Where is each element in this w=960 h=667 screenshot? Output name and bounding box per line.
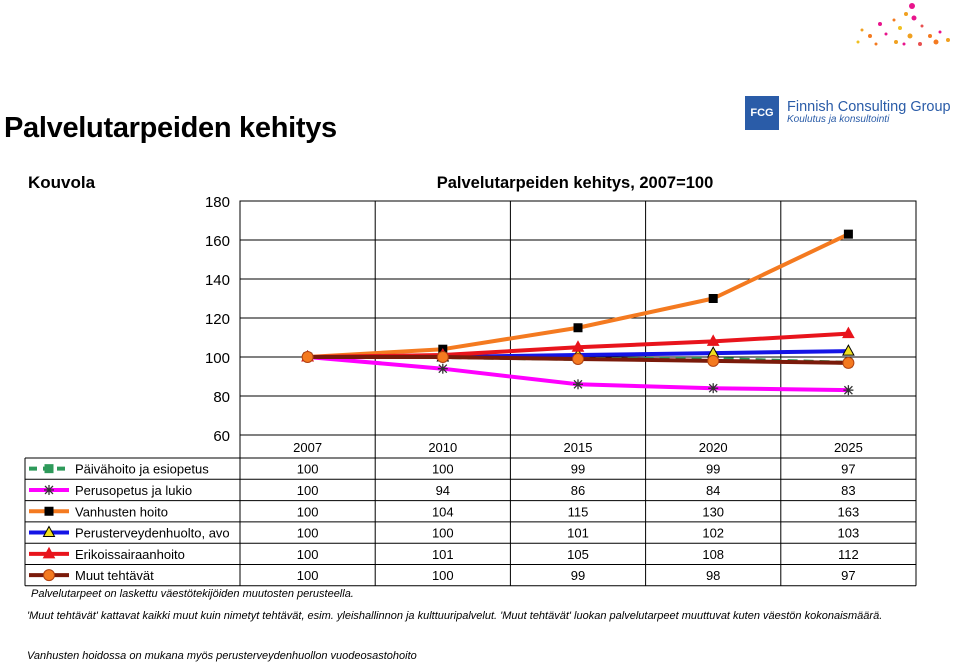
x-tick-label: 2007 [293,440,322,455]
legend-marker [43,569,55,582]
y-tick-label: 160 [205,233,230,250]
data-label: 100 [297,568,319,583]
data-label: 100 [297,462,319,477]
series-point [706,334,720,346]
series-point [573,379,583,390]
series-point [437,363,448,374]
data-label: 108 [702,547,724,562]
y-tick-label: 100 [205,350,230,367]
series-point [843,385,854,396]
data-label: 163 [838,504,860,519]
series-point [708,383,719,394]
series-point [301,351,314,363]
note-other-tasks: 'Muut tehtävät' kattavat kaikki muut kui… [27,610,883,622]
data-label: 105 [567,547,589,562]
series-point [843,229,853,239]
legend-label: Erikoissairaanhoito [75,547,185,562]
data-label: 104 [432,504,454,519]
data-label: 130 [702,504,724,519]
page-title: Palvelutarpeiden kehitys [4,112,337,144]
logo-mark: FCG [745,96,779,130]
x-tick-label: 2015 [564,440,593,455]
legend-label: Vanhusten hoito [75,504,168,519]
fcg-logo: FCG Finnish Consulting Group Koulutus ja… [745,96,951,130]
data-label: 99 [706,462,720,477]
y-tick-label: 60 [213,428,230,445]
x-tick-label: 2010 [428,440,457,455]
chart-title: Palvelutarpeiden kehitys, 2007=100 [437,174,714,192]
data-label: 102 [702,526,724,541]
legend-marker [44,484,54,495]
x-tick-label: 2025 [834,440,863,455]
series-point [842,344,855,356]
data-label: 86 [571,483,585,498]
data-label: 97 [841,462,855,477]
series-point [707,354,720,367]
legend-marker [42,525,56,538]
data-label: 97 [841,568,855,583]
legend-marker [44,506,54,516]
note-calculation: Palvelutarpeet on laskettu väestötekijöi… [31,588,354,600]
series-point [842,356,855,369]
confetti-decoration [856,3,950,46]
data-label: 100 [297,547,319,562]
x-tick-label: 2020 [699,440,728,455]
data-label: 115 [568,504,589,519]
data-label: 100 [432,568,454,583]
series-point [708,294,718,303]
data-label: 98 [706,568,720,583]
data-label: 99 [571,568,585,583]
y-tick-label: 140 [205,272,230,289]
data-label: 94 [436,483,450,498]
data-label: 112 [838,547,859,562]
logo-subtitle: Koulutus ja konsultointi [787,114,890,126]
y-tick-label: 80 [213,389,230,406]
series-point [573,323,583,333]
legend-label: Perusterveydenhuolto, avo [75,526,230,541]
note-elderly-care: Vanhusten hoidossa on mukana myös perust… [27,650,417,662]
legend-label: Perusopetus ja lukio [75,483,192,498]
data-label: 99 [571,462,585,477]
y-tick-label: 120 [205,311,230,328]
region-label: Kouvola [28,173,96,192]
data-label: 101 [567,526,589,541]
data-label: 103 [838,526,860,541]
data-label: 100 [297,504,319,519]
data-label: 100 [297,483,319,498]
legend-label: Päivähoito ja esiopetus [75,462,209,477]
y-tick-label: 180 [205,194,230,211]
data-label: 84 [706,483,720,498]
data-label: 100 [297,526,319,541]
legend-label: Muut tehtävät [75,568,154,583]
series-point [436,351,449,363]
data-label: 101 [432,547,454,562]
data-label: 100 [432,526,454,541]
legend-marker [44,464,54,474]
series-point [842,326,855,339]
logo-name: Finnish Consulting Group [787,99,951,116]
series-point [571,340,585,352]
data-label: 100 [432,462,454,477]
series-point [572,352,584,365]
legend-marker [42,546,56,559]
data-label: 83 [841,483,855,498]
